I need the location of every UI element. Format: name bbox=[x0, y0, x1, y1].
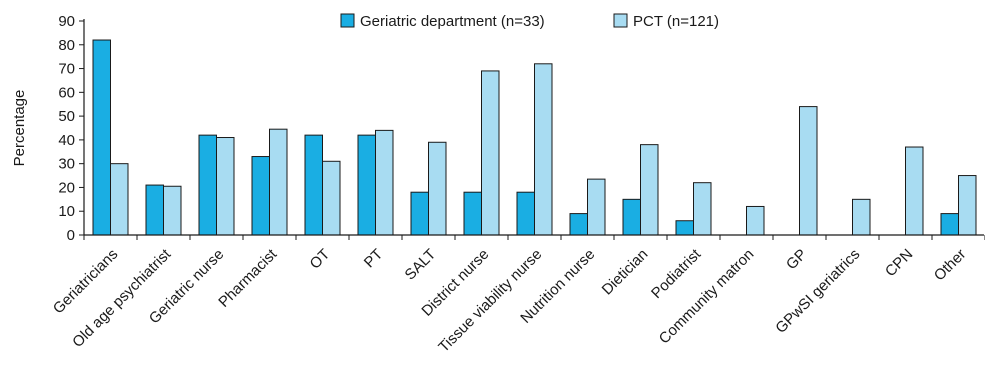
bars bbox=[92, 39, 977, 236]
bar-pct bbox=[163, 185, 182, 236]
x-tick-label: Dietician bbox=[599, 246, 652, 299]
bar-geriatric bbox=[569, 213, 588, 236]
bar-geriatric bbox=[940, 213, 959, 236]
bar-geriatric bbox=[251, 156, 270, 236]
bar-pct bbox=[534, 63, 553, 236]
y-tick-label: 70 bbox=[58, 61, 75, 78]
legend-swatch bbox=[613, 13, 628, 28]
x-tick-label: GP bbox=[783, 246, 810, 273]
legend-label: Geriatric department (n=33) bbox=[360, 13, 545, 30]
bar-pct bbox=[799, 106, 818, 236]
legend-label: PCT (n=121) bbox=[633, 13, 719, 30]
bar-geriatric bbox=[516, 191, 535, 236]
x-tick-label: Old age psychiatrist bbox=[69, 245, 175, 351]
bar-geriatric bbox=[622, 198, 641, 236]
bar-geriatric bbox=[357, 134, 376, 236]
x-tick-label: Tissue viability nurse bbox=[435, 246, 545, 356]
y-tick-label: 40 bbox=[58, 132, 75, 149]
bar-pct bbox=[216, 137, 235, 236]
legend: Geriatric department (n=33) PCT (n=121) bbox=[340, 13, 719, 30]
x-tick-label: CPN bbox=[882, 246, 916, 280]
y-tick-label: 20 bbox=[58, 179, 75, 196]
x-tick-label: Other bbox=[931, 246, 970, 285]
x-tick-label: Pharmacist bbox=[215, 245, 281, 311]
x-tick-label: SALT bbox=[402, 246, 440, 284]
bar-geriatric bbox=[198, 134, 217, 236]
bar-pct bbox=[640, 144, 659, 236]
bar-pct bbox=[428, 141, 447, 236]
bar-geriatric bbox=[145, 184, 164, 236]
y-tick-label: 60 bbox=[58, 84, 75, 101]
bar-pct bbox=[481, 70, 500, 236]
y-axis-title: Percentage bbox=[11, 90, 28, 167]
bar-geriatric bbox=[410, 191, 429, 236]
bar-pct bbox=[693, 182, 712, 236]
bar-geriatric bbox=[304, 134, 323, 236]
x-tick-label: PT bbox=[361, 246, 387, 272]
bar-pct bbox=[375, 129, 394, 236]
bar-geriatric bbox=[675, 220, 694, 236]
y-tick-label: 50 bbox=[58, 108, 75, 125]
bar-pct bbox=[110, 163, 129, 236]
y-tick-label: 80 bbox=[58, 37, 75, 54]
bar-pct bbox=[852, 198, 871, 236]
y-tick-label: 90 bbox=[58, 13, 75, 30]
axes bbox=[83, 19, 985, 240]
y-tick-label: 10 bbox=[58, 203, 75, 220]
y-tick-label: 0 bbox=[67, 227, 75, 244]
y-axis-ticks: 0 10 20 30 40 50 60 70 80 90 bbox=[58, 13, 84, 244]
bar-pct bbox=[905, 146, 924, 236]
legend-swatch bbox=[340, 13, 355, 28]
bar-pct bbox=[958, 175, 977, 236]
bar-pct bbox=[746, 205, 765, 236]
bar-pct bbox=[587, 178, 606, 236]
bar-geriatric bbox=[463, 191, 482, 236]
y-tick-label: 30 bbox=[58, 156, 75, 173]
bar-pct bbox=[269, 128, 288, 236]
bar-geriatric bbox=[92, 39, 111, 236]
x-tick-label: Community matron bbox=[656, 246, 758, 348]
bar-pct bbox=[322, 160, 341, 236]
x-tick-label: OT bbox=[307, 246, 334, 273]
